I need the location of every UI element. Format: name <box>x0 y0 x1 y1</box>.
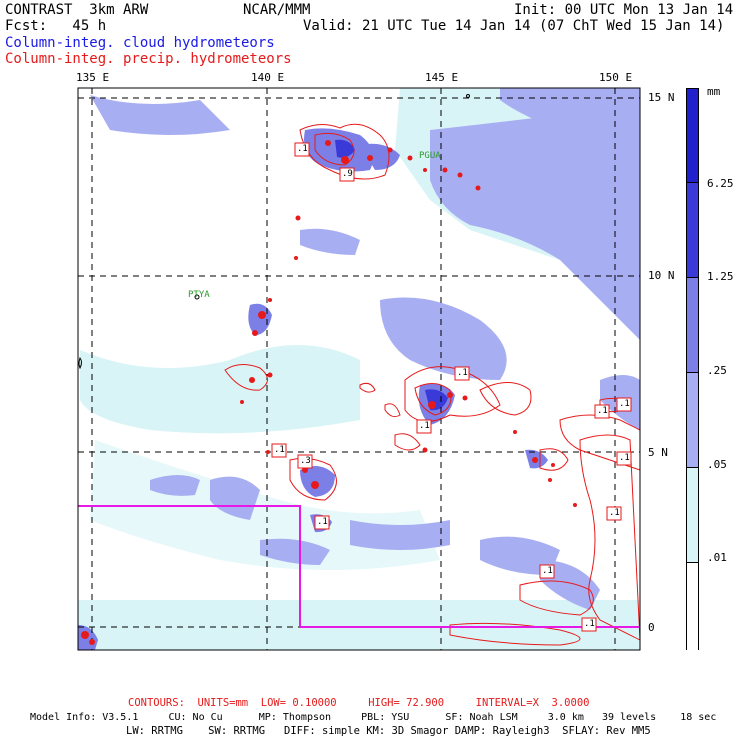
lon-label-145e: 145 E <box>425 71 459 84</box>
init-time: Init: 00 UTC Mon 13 Jan 14 <box>514 2 734 18</box>
colorbar-label: 6.25 <box>707 177 734 190</box>
contour-label: .3 <box>300 456 311 466</box>
colorbar-label: .01 <box>707 551 727 564</box>
colorbar-label: .25 <box>707 364 727 377</box>
contour-label: .1 <box>419 421 430 431</box>
colorbar-bin <box>687 562 698 651</box>
colorbar-label: .05 <box>707 458 727 471</box>
coastline <box>78 94 470 370</box>
lon-label-135e: 135 E <box>76 71 110 84</box>
organization-label: NCAR/MMM <box>243 2 311 18</box>
station-label-ptya: PTYA <box>188 290 210 300</box>
colorbar-label: 1.25 <box>707 270 734 283</box>
precip-cores <box>81 140 577 645</box>
contour-field-label: Column-integ. precip. hydrometeors <box>5 51 292 67</box>
colorbar-bin <box>687 89 698 182</box>
plot-title: CONTRAST 3km ARW <box>5 2 149 18</box>
contour-label: .1 <box>609 508 620 518</box>
contour-info: CONTOURS: UNITS=mm LOW= 0.10000 HIGH= 72… <box>128 697 590 709</box>
contour-label-boxes <box>271 142 632 632</box>
contour-label: .1 <box>584 619 595 629</box>
colorbar-bin <box>687 182 698 277</box>
lat-label-10n: 10 N <box>648 269 675 282</box>
forecast-hour: Fcst: 45 h <box>5 18 107 34</box>
station-label-pgua: PGUA <box>419 151 441 161</box>
lat-label-15n: 15 N <box>648 91 675 104</box>
contour-label: .1 <box>274 445 285 455</box>
contour-label: .1 <box>297 144 308 154</box>
contour-label: .1 <box>542 566 553 576</box>
colorbar-bin <box>687 277 698 372</box>
contour-label: .1 <box>457 368 468 378</box>
colorbar-bin <box>687 372 698 467</box>
contour-label: .1 <box>619 399 630 409</box>
graticule <box>78 88 640 650</box>
lat-label-5n: 5 N <box>648 446 668 459</box>
lon-label-150e: 150 E <box>599 71 633 84</box>
model-info-line2: LW: RRTMG SW: RRTMG DIFF: simple KM: 3D … <box>126 725 651 737</box>
contour-label: .1 <box>317 517 328 527</box>
contour-label: .1 <box>619 453 630 463</box>
colorbar <box>686 88 699 651</box>
nested-domain-boundary <box>78 505 640 628</box>
lon-label-140e: 140 E <box>251 71 285 84</box>
valid-time: Valid: 21 UTC Tue 14 Jan 14 (07 ChT Wed … <box>303 18 725 34</box>
colorbar-bin <box>687 467 698 562</box>
contour-label: .1 <box>597 406 608 416</box>
shaded-field-label: Column-integ. cloud hydrometeors <box>5 35 275 51</box>
lat-label-0: 0 <box>648 621 655 634</box>
colorbar-unit: mm <box>707 85 721 98</box>
model-info-line1: Model Info: V3.5.1 CU: No Cu MP: Thompso… <box>30 712 717 723</box>
contour-label: .9 <box>342 169 353 179</box>
